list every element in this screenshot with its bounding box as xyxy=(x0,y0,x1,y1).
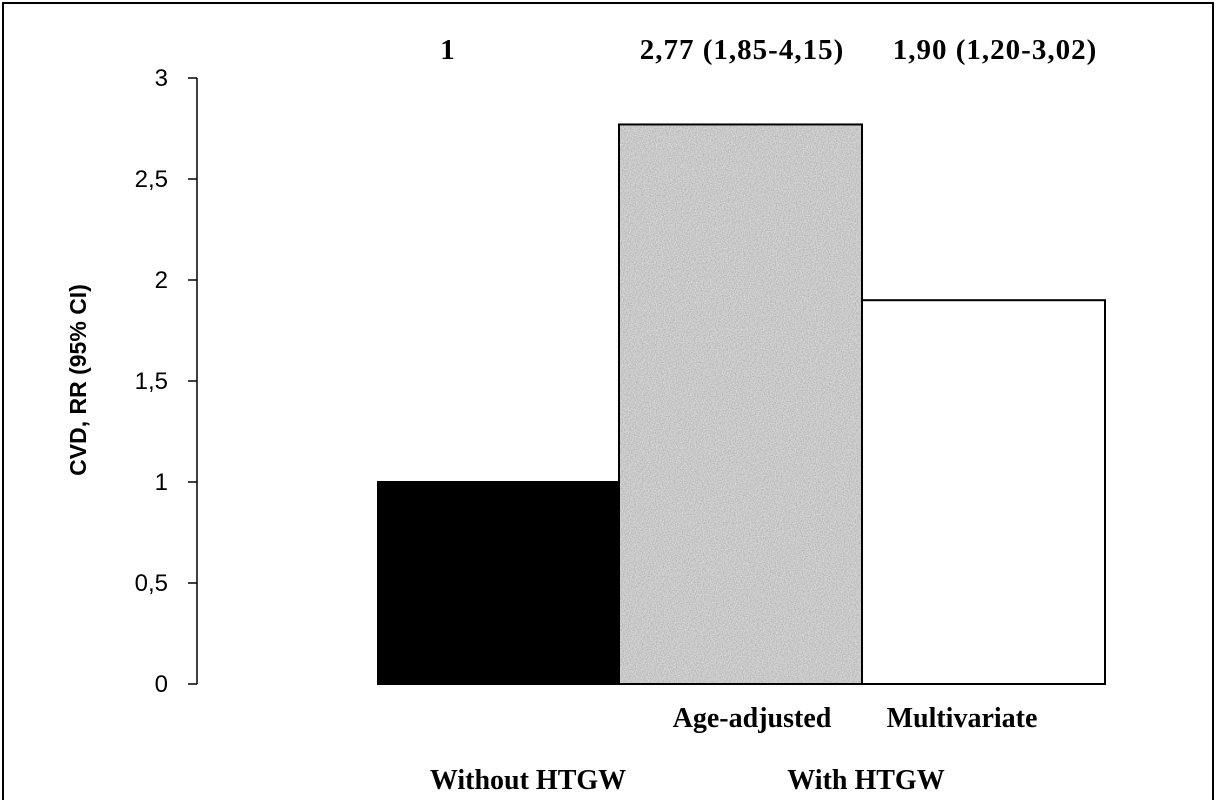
y-tick-label: 3 xyxy=(155,65,168,92)
data-label: 1,90 (1,20-3,02) xyxy=(893,34,1097,66)
y-tick-label: 0,5 xyxy=(135,570,168,597)
y-axis-label: CVD, RR (95% CI) xyxy=(65,284,91,476)
y-tick-label: 1 xyxy=(155,469,168,496)
y-axis: 0 0,5 1 1,5 2 2,5 3 CVD, RR (95% CI) xyxy=(65,65,198,698)
bar-multivariate xyxy=(862,300,1105,684)
group-label: Without HTGW xyxy=(430,765,626,796)
bar-multivariate-outline xyxy=(861,299,1106,685)
data-label: 1 xyxy=(440,34,456,66)
chart-labels: 1 2,77 (1,85-4,15) Age-adjusted 1,90 (1,20-… xyxy=(430,34,1097,796)
category-label: Multivariate xyxy=(887,703,1038,734)
y-tick-label: 2 xyxy=(155,267,168,294)
data-label: 2,77 (1,85-4,15) xyxy=(640,34,844,66)
y-tick-label: 0 xyxy=(155,671,168,698)
bar-without-htgw xyxy=(378,482,619,684)
bars xyxy=(377,123,1106,685)
y-tick-label: 2,5 xyxy=(135,166,168,193)
group-label: With HTGW xyxy=(787,765,944,796)
category-label: Age-adjusted xyxy=(673,703,832,734)
y-tick-label: 1,5 xyxy=(135,368,168,395)
bar-age-adjusted-texture xyxy=(619,124,862,684)
